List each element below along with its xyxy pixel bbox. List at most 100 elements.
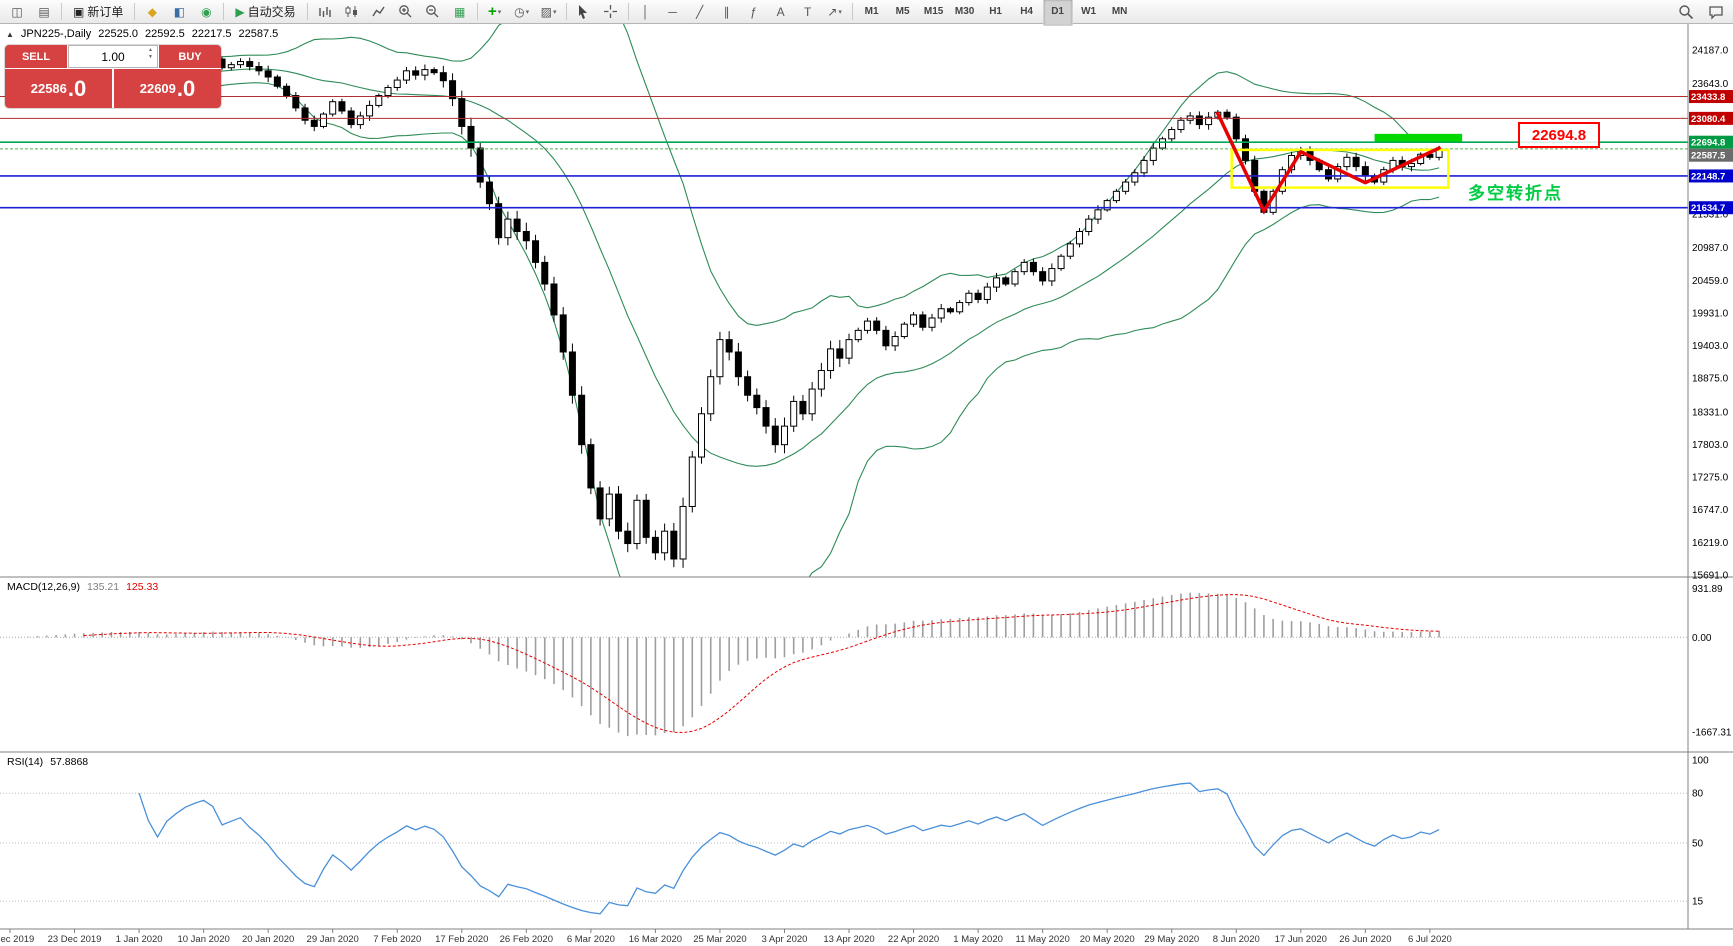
chart-ohlc-info: ▲ JPN225-,Daily 22525.0 22592.5 22217.5 … (6, 28, 278, 40)
sell-price[interactable]: 22586.0 (5, 69, 112, 108)
sell-price-pips: .0 (67, 75, 87, 101)
svg-text:20 May 2020: 20 May 2020 (1080, 934, 1135, 945)
timeframe-w1-button[interactable]: W1 (1081, 6, 1097, 17)
arrows-caret-icon: ▾ (838, 8, 842, 16)
toolbar-separator (627, 3, 629, 20)
green-highlight-box (1374, 133, 1463, 142)
candlestick-chart-icon[interactable] (339, 1, 365, 23)
autotrading-play-icon: ▶ (235, 4, 245, 19)
periods-clock-glyph: ◷ (514, 4, 525, 19)
rsi-panel (0, 782, 1688, 915)
buy-price-pips: .0 (176, 75, 196, 101)
timeframe-d1-button[interactable]: D1 (1042, 0, 1073, 26)
templates-icon[interactable]: ▨ ▾ (536, 1, 562, 23)
svg-text:17 Jun 2020: 17 Jun 2020 (1275, 934, 1327, 945)
svg-text:21531.0: 21531.0 (1692, 210, 1729, 221)
market-watch-icon[interactable]: ◧ (173, 4, 186, 19)
timeframe-m30-button[interactable]: M30 (954, 6, 975, 17)
svg-text:20459.0: 20459.0 (1692, 276, 1729, 287)
trend-zigzag (1216, 111, 1441, 213)
svg-text:17803.0: 17803.0 (1692, 440, 1729, 451)
horizontal-levels[interactable] (0, 96, 1688, 209)
arrow-glyph: ↗ (827, 4, 838, 19)
svg-text:15691.0: 15691.0 (1692, 571, 1729, 582)
toolbar-separator (851, 3, 853, 20)
trendline-tool-icon[interactable]: ╱ (695, 4, 704, 19)
rsi-title: RSI(14) (7, 756, 44, 768)
periods-icon[interactable]: ◷ ▾ (509, 1, 535, 23)
turning-point-note[interactable]: 多空转折点 (1468, 184, 1563, 203)
cursor-tool-icon[interactable] (571, 1, 597, 23)
arrows-tool-icon[interactable]: ↗ ▾ (822, 1, 848, 23)
svg-text:29 May 2020: 29 May 2020 (1144, 934, 1199, 945)
svg-text:19403.0: 19403.0 (1692, 341, 1729, 352)
svg-text:18875.0: 18875.0 (1692, 374, 1729, 385)
timeframe-h1-button[interactable]: H1 (989, 6, 1002, 17)
zoom-in-icon[interactable] (393, 1, 419, 23)
open-value: 22525.0 (98, 28, 138, 40)
svg-text:50: 50 (1692, 839, 1704, 850)
templates-glyph: ▨ (540, 4, 553, 19)
time-axis[interactable]: 3 Dec 2019 23 Dec 2019 1 Jan 2020 10 Jan 20… (0, 929, 1452, 945)
volume-decrease-button[interactable]: ▼ (148, 54, 153, 60)
svg-text:1 Jan 2020: 1 Jan 2020 (116, 934, 163, 945)
indicators-icon[interactable]: + ▾ (482, 1, 508, 23)
svg-text:13 Apr 2020: 13 Apr 2020 (823, 934, 874, 945)
macd-signal-line (83, 594, 1440, 734)
svg-text:22148.7: 22148.7 (1691, 171, 1725, 182)
buy-button[interactable]: BUY (159, 45, 221, 68)
templates-caret-icon: ▾ (553, 8, 557, 16)
bar-chart-icon[interactable] (312, 1, 338, 23)
svg-text:19931.0: 19931.0 (1692, 308, 1729, 319)
svg-text:17 Feb 2020: 17 Feb 2020 (435, 934, 488, 945)
toolbar-separator (61, 3, 62, 20)
svg-text:931.89: 931.89 (1692, 584, 1723, 595)
svg-text:20 Jan 2020: 20 Jan 2020 (242, 934, 294, 945)
price-axis[interactable]: 24187.0 23643.0 21531.0 20987.0 20459.0 19931… (1689, 46, 1733, 908)
svg-text:16747.0: 16747.0 (1692, 505, 1729, 516)
new-order-button[interactable]: ▣ 新订单 (66, 1, 130, 23)
line-chart-icon[interactable] (366, 1, 392, 23)
navigator-icon[interactable]: ◉ (201, 4, 212, 19)
zoom-out-icon[interactable] (420, 1, 446, 23)
vertical-line-tool-icon[interactable]: │ (641, 4, 650, 19)
new-chart-icon[interactable]: ◫ (11, 4, 23, 19)
price-callout-label[interactable]: 22694.8 (1518, 122, 1600, 148)
high-value: 22592.5 (145, 28, 185, 40)
buy-price[interactable]: 22609.0 (114, 69, 221, 108)
timeframe-h4-button[interactable]: H4 (1020, 6, 1033, 17)
timeframe-m5-button[interactable]: M5 (895, 6, 910, 17)
collapse-trade-panel-icon[interactable]: ▲ (6, 29, 14, 39)
search-icon[interactable] (1673, 1, 1699, 23)
svg-text:15: 15 (1692, 897, 1704, 908)
profiles-icon[interactable]: ▤ (38, 4, 50, 19)
svg-text:23080.4: 23080.4 (1691, 114, 1726, 125)
horizontal-line-tool-icon[interactable]: ─ (668, 4, 677, 19)
volume-field[interactable]: 1.00 ▲ ▼ (68, 45, 158, 68)
timeframe-mn-button[interactable]: MN (1111, 6, 1128, 17)
autotrading-button[interactable]: ▶ 自动交易 (228, 1, 302, 23)
sell-button[interactable]: SELL (5, 45, 67, 68)
timeframe-m15-button[interactable]: M15 (923, 6, 944, 17)
svg-text:16219.0: 16219.0 (1692, 538, 1729, 549)
volume-increase-button[interactable]: ▲ (148, 47, 153, 53)
crosshair-tool-icon[interactable] (598, 1, 624, 23)
svg-text:22 Apr 2020: 22 Apr 2020 (888, 934, 939, 945)
svg-text:25 Mar 2020: 25 Mar 2020 (693, 934, 746, 945)
label-tool-icon[interactable]: T (803, 4, 812, 19)
text-tool-icon[interactable]: A (776, 4, 785, 19)
chat-icon[interactable] (1703, 1, 1729, 23)
alerts-icon[interactable]: ◆ (147, 4, 157, 19)
channel-tool-icon[interactable]: ∥ (723, 4, 730, 19)
volume-value: 1.00 (101, 49, 125, 64)
timeframe-m1-button[interactable]: M1 (864, 6, 879, 17)
axis-price-tag (1689, 135, 1733, 149)
symbol-period-label: JPN225-,Daily (20, 28, 92, 40)
tile-windows-icon[interactable]: ▦ (453, 4, 466, 19)
fibonacci-tool-icon[interactable]: ƒ (750, 4, 757, 19)
indicators-plus-glyph: + (487, 3, 497, 20)
low-value: 22217.5 (191, 28, 232, 40)
chart-annotations[interactable] (1216, 111, 1463, 213)
